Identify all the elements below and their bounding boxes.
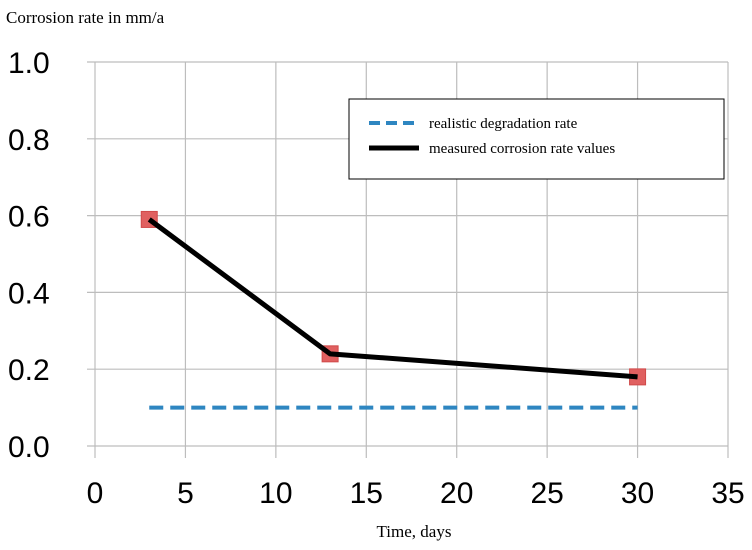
x-tick-label: 0: [87, 477, 104, 510]
x-tick-label: 10: [259, 477, 292, 510]
x-tick-label: 30: [621, 477, 654, 510]
series-layer: [140, 210, 647, 410]
y-tick-label: 0.6: [8, 201, 50, 234]
y-axis-label: Corrosion rate in mm/a: [6, 8, 165, 27]
x-tick-labels: 0 5 10 15 20 25 30 35: [87, 477, 745, 510]
y-tick-label: 0.8: [8, 124, 50, 157]
y-tick-label: 0.0: [8, 431, 50, 464]
y-tick-label: 0.2: [8, 354, 50, 387]
legend-box: [348, 98, 725, 180]
x-tick-label: 35: [711, 477, 744, 510]
legend-entry: realistic degradation rate: [429, 116, 578, 132]
y-tick-label: 0.4: [8, 277, 50, 310]
x-tick-label: 20: [440, 477, 473, 510]
series-line-measured-corrosion-rate: [147, 217, 638, 380]
x-tick-label: 25: [530, 477, 563, 510]
y-tick-labels: 0.0 0.2 0.4 0.6 0.8 1.0: [8, 47, 50, 464]
legend-entry: measured corrosion rate values: [429, 141, 615, 157]
x-tick-label: 5: [177, 477, 194, 510]
x-axis-label: Time, days: [377, 522, 452, 541]
legend: realistic degradation rate measured corro…: [348, 98, 725, 180]
y-tick-label: 1.0: [8, 47, 50, 80]
x-tick-label: 15: [350, 477, 383, 510]
